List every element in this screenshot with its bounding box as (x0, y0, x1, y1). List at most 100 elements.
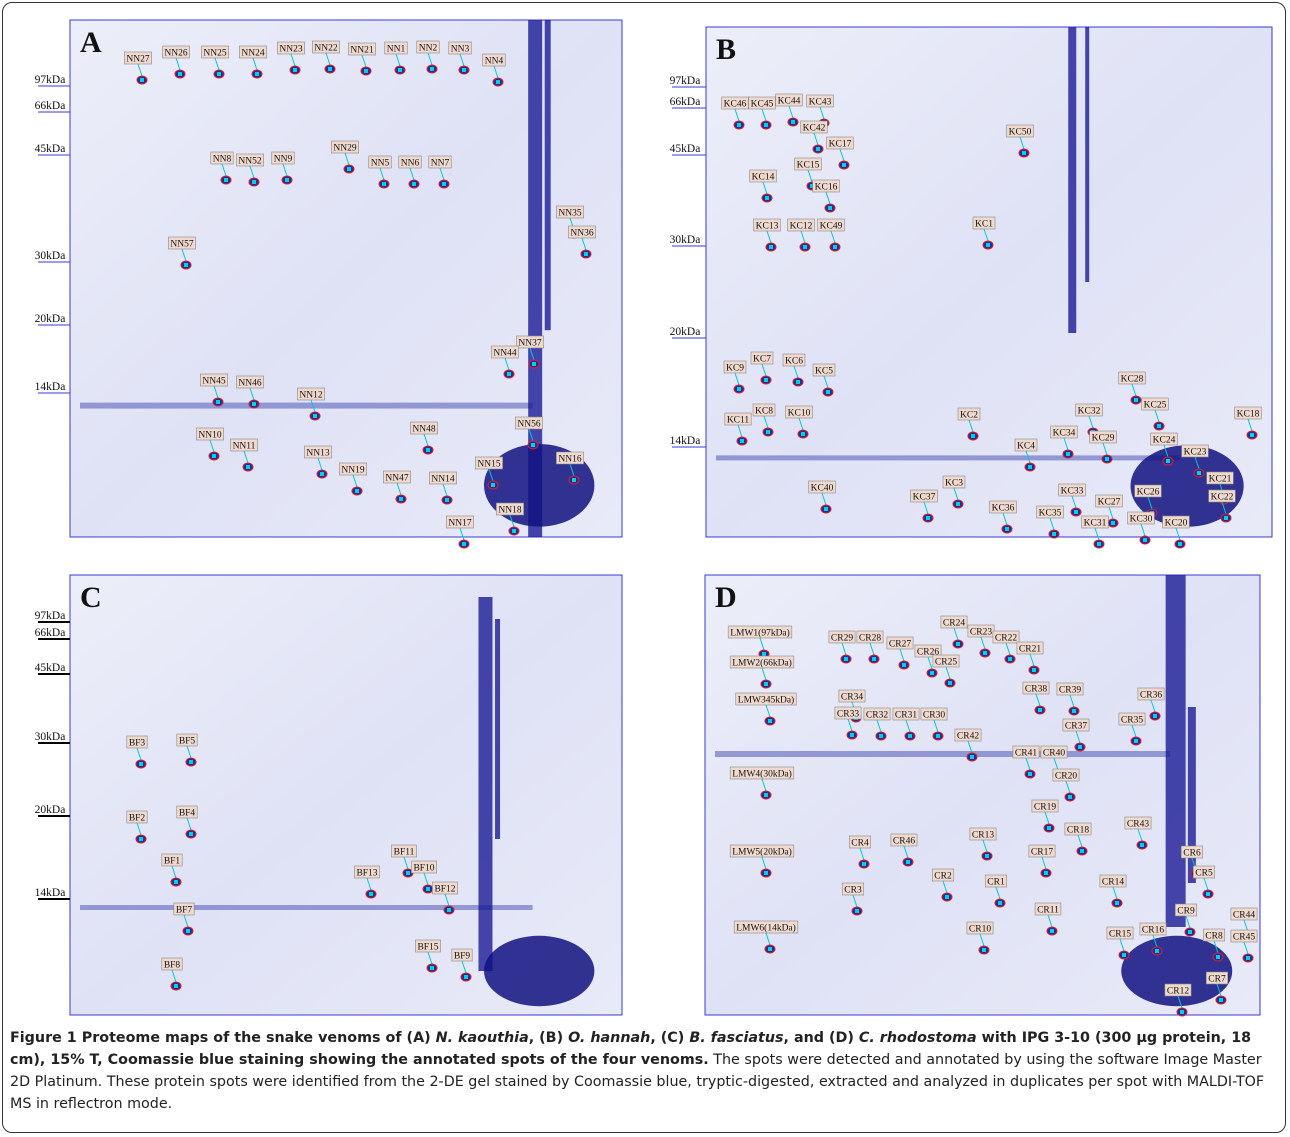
marker-label: 45kDa (35, 143, 66, 155)
spot-marker (1115, 901, 1119, 905)
spot-label-box (727, 625, 793, 639)
spot-label: NN21 (350, 46, 373, 56)
spot-label-box (1062, 718, 1090, 732)
spot-marker (382, 182, 386, 186)
spot-annotation: KC7 (750, 351, 774, 385)
spot-label-box (200, 373, 228, 387)
spot-marker (824, 507, 828, 511)
spot-marker (862, 862, 866, 866)
spot-label-box (1202, 928, 1226, 942)
spot-marker (1028, 772, 1032, 776)
spot-leader (765, 932, 771, 946)
spot-leader (995, 886, 1001, 900)
spot-leader (214, 57, 220, 71)
spot-label: NN14 (431, 475, 454, 485)
spot-leader (942, 880, 948, 894)
spot-leader (361, 54, 367, 68)
spot-marker (1080, 849, 1084, 853)
gel-band (80, 905, 533, 910)
spot-marker (872, 657, 876, 661)
spot-label: KC50 (1009, 128, 1032, 138)
spot-annotation: BF4 (176, 805, 198, 839)
spot-annotation: NN45 (200, 373, 228, 407)
spot-leader (841, 642, 847, 656)
spot-label: NN27 (126, 55, 149, 65)
caption-text: with IPG 3-10 (300 µg protein, 18 cm), 1… (10, 1030, 1252, 1068)
spot-leader (1137, 828, 1143, 842)
spot-label-box (162, 45, 190, 59)
spot-label: KC24 (1153, 436, 1176, 446)
spot-label-box (910, 489, 938, 503)
spot-leader (819, 106, 825, 120)
spot-annotation: BF7 (173, 902, 195, 936)
spot-label: CR10 (969, 925, 991, 935)
gel-streak (1187, 707, 1196, 883)
spot-label: KC40 (811, 484, 834, 494)
spot-leader (317, 457, 323, 471)
spot-label: LMW2(66kDa) (732, 658, 792, 669)
spot-leader (823, 375, 829, 389)
spot-annotation: KC40 (808, 480, 836, 514)
spot-annotation: KC17 (826, 136, 854, 170)
marker-label: 20kDa (35, 313, 66, 325)
spot-label: KC5 (815, 367, 833, 377)
spot-leader (1049, 517, 1055, 531)
spot-leader (1102, 442, 1108, 456)
spot-leader (171, 969, 177, 983)
spot-annotation: NN56 (515, 416, 543, 450)
spot-marker (766, 430, 770, 434)
spot-annotation: BF5 (176, 733, 198, 767)
spot-leader (1140, 523, 1146, 537)
gel-blob (1130, 445, 1244, 527)
spot-label: KC8 (755, 407, 773, 417)
spot-label: CR21 (1019, 645, 1041, 655)
spot-label: BF10 (413, 864, 434, 874)
marker-label: 20kDa (35, 804, 66, 816)
spot-annotation: LMW345kDa) (735, 692, 797, 726)
spot-annotation: NN2 (416, 40, 440, 74)
spot-label: CR15 (1109, 930, 1131, 940)
spot-label-box (236, 375, 264, 389)
spot-label: CR36 (1140, 691, 1162, 701)
spot-label-box (733, 920, 799, 934)
spot-label-box (826, 136, 854, 150)
spot-marker (1044, 871, 1048, 875)
spot-annotation: NN7 (428, 155, 452, 189)
spot-marker (879, 734, 883, 738)
spot-annotation: CR26 (914, 644, 942, 678)
spot-marker (406, 871, 410, 875)
spot-label-box (1174, 903, 1198, 917)
spot-leader (459, 53, 465, 67)
spot-label-box (808, 480, 836, 494)
spot-leader (136, 822, 142, 836)
spot-marker (1155, 949, 1159, 953)
spot-label-box (331, 140, 359, 154)
spot-marker (212, 454, 216, 458)
spot-label: BF13 (356, 869, 377, 879)
spot-label-box (236, 153, 264, 167)
spot-label: NN37 (518, 339, 541, 349)
spot-label-box (446, 515, 474, 529)
gel-panel: C 97kDa 66kDa 45kDa 30kDa 20kDa 14kDa BF3 BF5 BF2… (35, 574, 623, 1016)
spot-leader (1025, 757, 1031, 771)
spot-annotation: NN26 (162, 45, 190, 79)
spot-label-box (729, 766, 795, 780)
spot-annotation: NN21 (348, 42, 376, 76)
spot-label-box (1192, 865, 1216, 879)
gel-streak (528, 20, 543, 537)
spot-label: NN3 (451, 45, 470, 55)
spot-marker (252, 402, 256, 406)
spot-marker (1066, 452, 1070, 456)
spot-leader (325, 52, 331, 66)
spot-leader (869, 642, 875, 656)
spot-label: KC29 (1092, 434, 1115, 444)
spot-label: KC36 (992, 504, 1015, 514)
spot-annotation: KC31 (1081, 515, 1109, 549)
spot-annotation: CR14 (1099, 874, 1127, 908)
spot-marker (496, 80, 500, 84)
spot-label-box (838, 689, 866, 703)
spot-annotation: NN1 (384, 41, 408, 75)
spot-marker (216, 400, 220, 404)
spot-label-box (1118, 712, 1146, 726)
spot-marker (398, 68, 402, 72)
